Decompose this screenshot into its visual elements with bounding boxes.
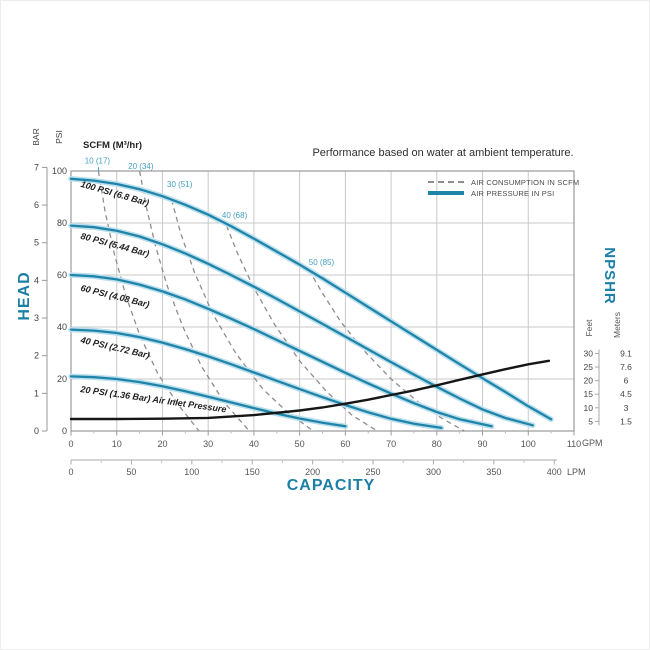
air-consumption-50scfm [308,269,465,432]
lpm-tick-label: 0 [68,467,73,477]
npshr-feet-tick-label: 5 [588,416,593,426]
air-consumption-10scfm [97,170,200,432]
air-consumption-50scfm-label: 50 (85) [309,258,335,267]
air-pressure-60psi [69,273,493,428]
air-consumption-40scfm [225,225,378,432]
air-pressure-100psi [69,177,553,421]
psi-tick-label: 0 [62,426,67,436]
gpm-tick-label: 60 [340,439,350,449]
scfm-axis-header: SCFM (M³/hr) [83,140,143,151]
bar-tick-label: 2 [34,351,39,361]
legend-label: AIR CONSUMPTION IN SCFM [471,177,580,187]
npshr-meters-tick-label: 7.6 [620,362,632,372]
npshr-meters-tick-label: 1.5 [620,416,632,426]
psi-tick-label: 20 [57,374,67,384]
npshr-meters-tick-label: 3 [624,403,629,413]
bar-tick-label: 1 [34,388,39,398]
npshr-meters-tick-label: 9.1 [620,348,632,358]
gpm-tick-label: 50 [295,439,305,449]
psi-tick-label: 100 [52,166,67,176]
gpm-tick-label: 70 [386,439,396,449]
bar-tick-label: 0 [34,426,39,436]
performance-note: Performance based on water at ambient te… [312,147,574,159]
npshr-feet-tick-label: 15 [584,389,594,399]
npshr-feet-tick-label: 10 [584,403,594,413]
bar-tick-label: 3 [34,313,39,323]
capacity-axis-title: CAPACITY [286,477,376,494]
air-pressure-80psi [69,224,534,427]
psi-tick-label: 80 [57,218,67,228]
bar-unit-label: BAR [31,128,41,146]
gpm-tick-label: 110 [567,439,581,449]
gpm-tick-label: 10 [112,439,122,449]
air-pressure-20psi-label: 20 PSI (1.36 Bar) Air Inlet Pressure [79,384,227,415]
air-consumption-30scfm-label: 30 (51) [167,180,193,189]
chart-legend: AIR CONSUMPTION IN SCFM AIR PRESSURE IN … [428,177,579,199]
air-consumption-20scfm-label: 20 (34) [128,162,154,171]
lpm-tick-label: 100 [184,467,199,477]
bar-tick-label: 7 [34,162,39,172]
air-pressure-40psi [69,328,443,430]
solid-line-swatch-icon [428,191,464,195]
npshr-feet-tick-label: 25 [584,362,594,372]
npshr-feet-tick-label: 20 [584,376,594,386]
legend-item-air-pressure: AIR PRESSURE IN PSI [428,188,579,198]
gpm-tick-label: 30 [203,439,213,449]
feet-unit-label: Feet [584,319,594,337]
lpm-tick-label: 50 [126,467,136,477]
gpm-tick-label: 80 [432,439,442,449]
npshr-meters-tick-label: 6 [624,376,629,386]
psi-tick-label: 60 [57,270,67,280]
gpm-tick-label: 90 [478,439,488,449]
psi-unit-label: PSI [54,130,64,144]
gpm-tick-label: 20 [157,439,167,449]
legend-label: AIR PRESSURE IN PSI [471,188,555,198]
gpm-tick-label: 100 [521,439,536,449]
dashed-line-swatch-icon [428,181,464,183]
lpm-tick-label: 250 [366,467,381,477]
npshr-feet-tick-label: 30 [584,348,594,358]
legend-item-air-consumption: AIR CONSUMPTION IN SCFM [428,177,579,187]
bar-tick-label: 5 [34,238,39,248]
lpm-tick-label: 350 [486,467,501,477]
lpm-tick-label: 150 [245,467,260,477]
lpm-tick-label: 300 [426,467,441,477]
air-pressure-20psi [69,375,347,428]
gpm-tick-label: 0 [68,439,73,449]
psi-tick-label: 40 [57,322,67,332]
gpm-tick-label: 40 [249,439,259,449]
lpm-tick-label: 400 [547,467,562,477]
lpm-tick-label: 200 [305,467,320,477]
bar-tick-label: 6 [34,200,39,210]
npshr-curve [69,359,551,421]
air-consumption-40scfm-label: 40 (68) [222,211,248,220]
head-axis-title: HEAD [16,271,33,321]
gpm-unit-label: GPM [582,438,603,448]
air-consumption-30scfm [170,199,314,432]
npshr-meters-tick-label: 4.5 [620,389,632,399]
bar-tick-label: 4 [34,275,39,285]
air-consumption-10scfm-label: 10 (17) [85,157,111,166]
meters-unit-label: Meters [612,312,622,338]
lpm-unit-label: LPM [567,467,586,477]
